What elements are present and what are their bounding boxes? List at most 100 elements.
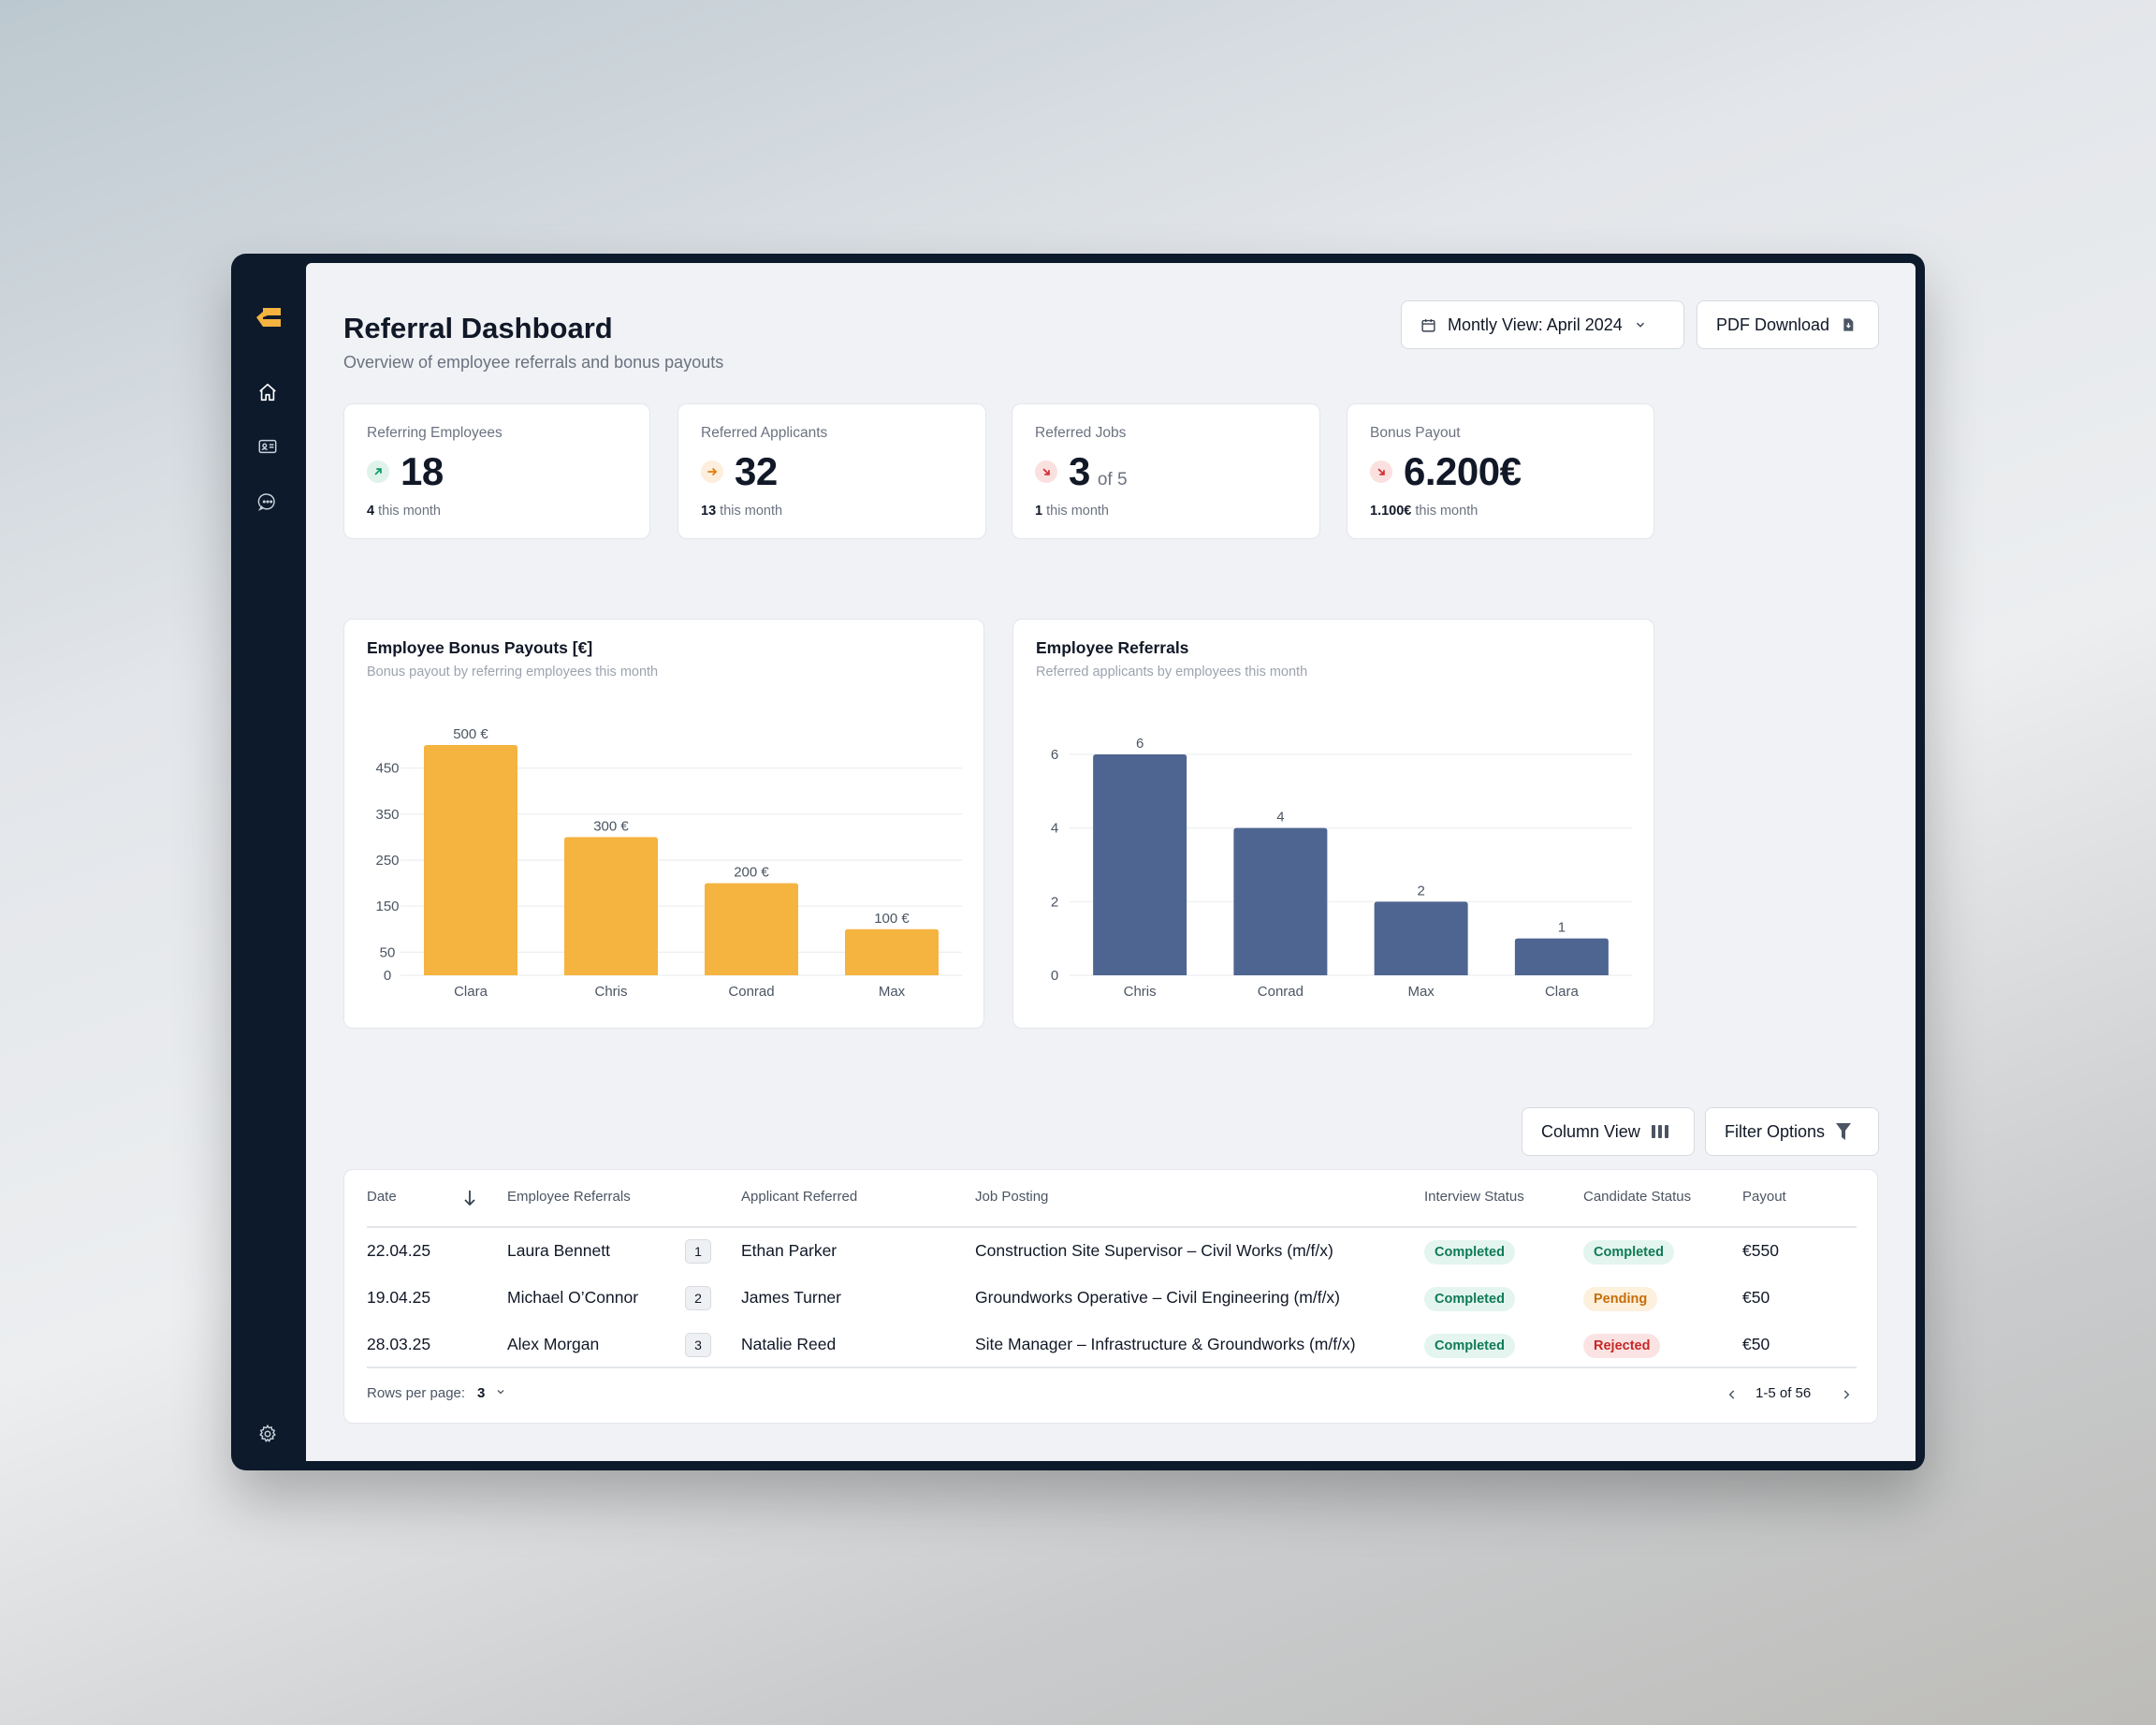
x-tick-label: Conrad xyxy=(1258,984,1304,1000)
rows-per-page-label: Rows per page: xyxy=(367,1385,466,1401)
filter-icon xyxy=(1836,1123,1852,1140)
chat-icon xyxy=(257,493,275,511)
kpi-value: 6.200€ xyxy=(1404,449,1522,493)
bar-max[interactable] xyxy=(1374,901,1468,975)
arrow-down-right-icon xyxy=(1370,460,1392,483)
sort-arrow-down-icon[interactable] xyxy=(463,1189,476,1207)
month-view-label: Montly View: April 2024 xyxy=(1448,314,1623,334)
cell-payout: €50 xyxy=(1742,1335,1770,1353)
bar-conrad[interactable] xyxy=(705,883,798,975)
month-view-dropdown[interactable]: Montly View: April 2024 xyxy=(1401,300,1684,349)
kpi-label: Referred Applicants xyxy=(701,425,828,441)
interview-status-badge: Completed xyxy=(1424,1287,1515,1311)
referral-count-badge: 3 xyxy=(685,1333,711,1357)
filter-options-button[interactable]: Filter Options xyxy=(1705,1107,1879,1156)
bar-clara[interactable] xyxy=(424,745,517,975)
sidebar-item-messages[interactable] xyxy=(254,488,282,516)
kpi-subtext: 13 this month xyxy=(701,504,783,519)
data-label: 2 xyxy=(1417,883,1424,899)
sidebar-item-settings[interactable] xyxy=(254,1420,282,1448)
logo xyxy=(256,308,281,327)
y-tick-label: 0 xyxy=(384,968,391,984)
kpi-label: Referred Jobs xyxy=(1035,425,1127,441)
chart-subtitle: Bonus payout by referring employees this… xyxy=(367,665,659,680)
column-header-candidate-status[interactable]: Candidate Status xyxy=(1583,1189,1692,1205)
columns-icon xyxy=(1651,1125,1668,1138)
candidate-status-badge: Rejected xyxy=(1583,1334,1661,1358)
gear-icon xyxy=(259,1424,276,1442)
y-tick-label: 50 xyxy=(380,944,396,960)
file-download-icon xyxy=(1843,318,1854,331)
cell-employee: Laura Bennett xyxy=(507,1241,610,1260)
cell-employee: Alex Morgan xyxy=(507,1335,600,1353)
pdf-download-label: PDF Download xyxy=(1716,314,1830,334)
cell-employee: Michael O’Connor xyxy=(507,1288,639,1307)
referrals-table: Date Employee Referrals Applicant Referr… xyxy=(343,1169,1878,1424)
prev-page-icon[interactable] xyxy=(1726,1387,1739,1402)
kpi-value: 32 xyxy=(735,449,778,493)
kpi-card-referred-jobs: Referred Jobs 3 of 5 1 this month xyxy=(1012,403,1320,539)
column-view-label: Column View xyxy=(1541,1121,1640,1141)
column-header-applicant[interactable]: Applicant Referred xyxy=(741,1189,858,1205)
sidebar-item-referrals[interactable] xyxy=(254,432,282,460)
bar-clara[interactable] xyxy=(1514,938,1609,975)
y-tick-label: 4 xyxy=(1051,821,1058,837)
page-title: Referral Dashboard xyxy=(343,312,613,344)
chart-card-employee-referrals: Employee Referrals Referred applicants b… xyxy=(1012,619,1654,1029)
column-header-date[interactable]: Date xyxy=(367,1189,397,1205)
y-tick-label: 2 xyxy=(1051,894,1058,910)
x-tick-label: Clara xyxy=(454,984,488,1000)
cell-payout: €550 xyxy=(1742,1241,1779,1260)
sidebar-item-home[interactable] xyxy=(254,378,282,406)
column-header-job[interactable]: Job Posting xyxy=(975,1189,1049,1205)
footer-divider xyxy=(367,1367,1857,1368)
x-tick-label: Chris xyxy=(594,984,627,1000)
data-label: 1 xyxy=(1558,920,1566,936)
bar-conrad[interactable] xyxy=(1233,827,1328,975)
x-tick-label: Clara xyxy=(1545,984,1580,1000)
cell-applicant: Natalie Reed xyxy=(741,1335,837,1353)
kpi-label: Referring Employees xyxy=(367,425,503,441)
column-view-button[interactable]: Column View xyxy=(1522,1107,1695,1156)
column-header-employee[interactable]: Employee Referrals xyxy=(507,1189,631,1205)
pdf-download-button[interactable]: PDF Download xyxy=(1697,300,1879,349)
calendar-icon xyxy=(1421,318,1435,332)
header-divider xyxy=(367,1226,1857,1228)
data-label: 4 xyxy=(1276,810,1284,826)
chart-title: Employee Bonus Payouts [€] xyxy=(367,638,593,657)
kpi-subtext: 4 this month xyxy=(367,504,441,519)
data-label: 300 € xyxy=(593,818,629,834)
candidate-status-badge: Completed xyxy=(1583,1240,1674,1265)
cell-date: 28.03.25 xyxy=(367,1335,431,1353)
cell-job: Groundworks Operative – Civil Engineerin… xyxy=(975,1288,1341,1307)
chevron-down-icon xyxy=(1636,322,1644,328)
column-header-interview-status[interactable]: Interview Status xyxy=(1424,1189,1524,1205)
y-tick-label: 450 xyxy=(375,761,399,777)
data-label: 200 € xyxy=(734,865,769,881)
bar-chris[interactable] xyxy=(564,837,658,975)
data-label: 6 xyxy=(1136,736,1144,752)
cell-job: Site Manager – Infrastructure & Groundwo… xyxy=(975,1335,1356,1353)
referral-count-badge: 2 xyxy=(685,1286,711,1310)
next-page-icon[interactable] xyxy=(1840,1387,1853,1402)
bar-max[interactable] xyxy=(845,928,939,975)
y-tick-label: 150 xyxy=(375,899,399,914)
kpi-label: Bonus Payout xyxy=(1370,425,1461,441)
rows-per-page-select[interactable]: 3 xyxy=(477,1385,506,1401)
arrow-up-right-icon xyxy=(367,460,389,483)
main-panel: Referral Dashboard Overview of employee … xyxy=(306,263,1916,1461)
chart-card-bonus-payouts: Employee Bonus Payouts [€] Bonus payout … xyxy=(343,619,984,1029)
bar-chris[interactable] xyxy=(1093,754,1187,975)
cell-payout: €50 xyxy=(1742,1288,1770,1307)
sidebar xyxy=(231,254,306,1470)
cell-job: Construction Site Supervisor – Civil Wor… xyxy=(975,1241,1333,1260)
app-window: Referral Dashboard Overview of employee … xyxy=(231,254,1925,1470)
cell-applicant: Ethan Parker xyxy=(741,1241,838,1260)
interview-status-badge: Completed xyxy=(1424,1240,1515,1265)
column-header-payout[interactable]: Payout xyxy=(1742,1189,1786,1205)
candidate-status-badge: Pending xyxy=(1583,1287,1658,1311)
data-label: 100 € xyxy=(874,911,910,927)
cell-date: 22.04.25 xyxy=(367,1241,431,1260)
arrow-right-icon xyxy=(701,460,723,483)
page-subtitle: Overview of employee referrals and bonus… xyxy=(343,353,724,372)
